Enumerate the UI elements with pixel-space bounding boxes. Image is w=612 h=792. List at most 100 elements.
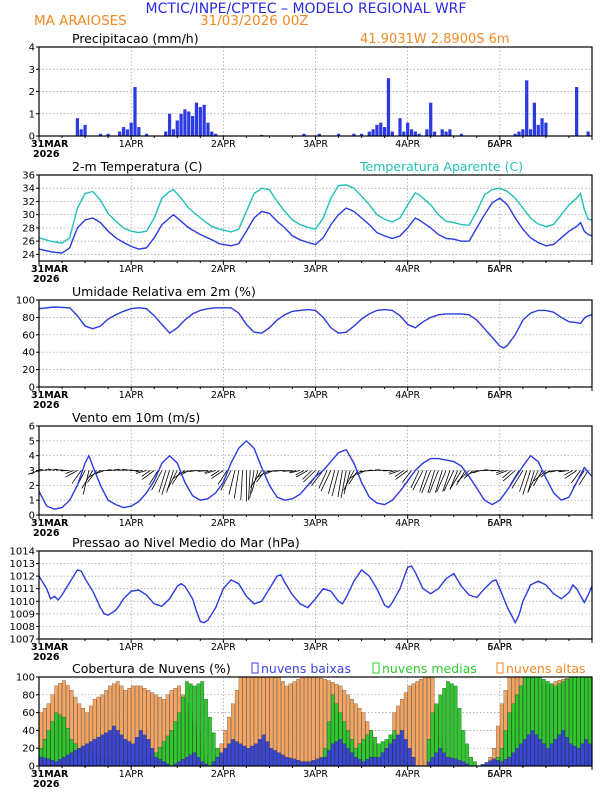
wind-arrow xyxy=(171,470,182,485)
wind-arrow xyxy=(198,470,209,472)
wind-arrow xyxy=(456,470,470,483)
precip-bar xyxy=(544,122,548,136)
location-label: MA ARAIOSES xyxy=(34,13,127,29)
cloud-low-bar xyxy=(499,761,504,767)
cloud-low-bar xyxy=(77,748,82,767)
wind-arrow xyxy=(343,470,351,495)
x-date-label: 6APR xyxy=(487,518,512,529)
cloud-low-bar xyxy=(519,743,523,767)
wind-arrow xyxy=(220,470,232,491)
cloud-mid-bar xyxy=(469,756,473,767)
cloud-low-bar xyxy=(307,761,312,767)
wind-arrow xyxy=(65,470,78,478)
cloud-mid-bar xyxy=(177,712,182,767)
x-date-label: 5APR xyxy=(487,390,512,401)
cloud-mid-bar xyxy=(50,721,55,767)
x-date-label: 5APR xyxy=(487,264,512,275)
precip-bar xyxy=(379,122,383,136)
cloud-low-bar xyxy=(142,734,147,767)
panel-border xyxy=(38,550,593,640)
cloud-low-bar xyxy=(211,761,216,767)
precip-bar xyxy=(425,129,429,136)
cloud-low-bar xyxy=(42,757,47,767)
precip-bar xyxy=(175,120,179,136)
x-date-label: 3APR xyxy=(303,264,328,275)
precip-bar xyxy=(75,118,80,136)
wind-arrow xyxy=(250,470,263,488)
y-tick-label: 4 xyxy=(29,43,35,54)
wind-arrow xyxy=(267,470,278,473)
cloud-low-bar xyxy=(453,758,458,767)
series-line-vento-em-10m xyxy=(38,439,593,510)
wind-arrow xyxy=(435,470,443,493)
x-date-label: 5APR xyxy=(487,518,512,529)
x-date-label: 2APR xyxy=(211,642,236,653)
wind-arrow xyxy=(427,470,435,494)
y-tick-label: 1007 xyxy=(10,635,35,646)
wind-arrow xyxy=(527,470,535,494)
precip-bar xyxy=(144,133,149,136)
y-tick-label: 0 xyxy=(29,383,35,394)
wind-arrow xyxy=(81,470,94,489)
precip-bar xyxy=(521,129,525,136)
x-start-label: 31MAR xyxy=(31,390,69,401)
cloud-low-bar xyxy=(181,759,185,767)
x-date-label: 3APR xyxy=(303,769,328,780)
cloud-low-bar xyxy=(100,734,105,767)
cloud-mid-bar xyxy=(457,708,462,767)
x-date-label: 6APR xyxy=(487,769,512,780)
cloud-low-bar xyxy=(250,745,254,767)
precip-bar xyxy=(164,131,168,136)
y-tick-label: 100 xyxy=(16,296,35,307)
cloud-high-bar xyxy=(423,676,427,767)
wind-arrow xyxy=(249,470,255,499)
wind-arrow xyxy=(540,470,550,478)
precip-bar xyxy=(409,129,414,136)
cloud-low-bar xyxy=(565,736,569,767)
x-date-label: 4APR xyxy=(395,390,420,401)
cloud-high-bar xyxy=(296,679,301,767)
precip-bar xyxy=(513,133,517,136)
cloud-low-bar xyxy=(403,739,408,767)
cloud-low-bar xyxy=(530,730,535,767)
cloud-low-bar xyxy=(373,756,377,767)
coords-label: 41.9031W 2.8900S 6m xyxy=(360,32,510,47)
cloud-low-bar xyxy=(392,739,397,767)
legend-low-clouds: nuvens baixas xyxy=(261,661,351,676)
y-tick-label: 1013 xyxy=(10,559,35,570)
wind-arrow xyxy=(389,470,401,475)
y-tick-label: 80 xyxy=(22,313,35,324)
cloud-low-bar xyxy=(231,739,235,767)
y-tick-label: 3 xyxy=(29,65,35,76)
cloud-low-bar xyxy=(580,743,585,767)
wind-arrow xyxy=(331,470,339,497)
cloud-low-bar xyxy=(46,758,51,767)
wind-arrow xyxy=(502,470,516,482)
precip-bar xyxy=(137,127,141,136)
cloud-mid-bar xyxy=(449,683,454,767)
panel-border xyxy=(38,425,593,516)
cloud-low-bar xyxy=(119,734,124,767)
x-date-label: 1APR xyxy=(119,390,144,401)
panel-title: 2-m Temperatura (C) xyxy=(72,159,203,174)
wind-arrow xyxy=(502,470,512,479)
wind-arrow xyxy=(158,470,167,493)
precip-bar xyxy=(129,122,133,136)
wind-arrow xyxy=(374,469,381,471)
cloud-low-bar xyxy=(342,743,347,767)
cloud-high-bar xyxy=(304,676,308,767)
cloud-low-bar xyxy=(85,743,89,767)
precip-bar xyxy=(210,131,214,136)
cloud-mid-bar xyxy=(204,699,208,767)
x-year-label: 2026 xyxy=(33,400,60,411)
precip-bar xyxy=(125,129,129,136)
precip-bar xyxy=(214,133,218,136)
legend-low-clouds-box xyxy=(251,662,259,674)
precip-bar xyxy=(133,87,137,136)
wind-arrow xyxy=(295,470,305,476)
y-tick-label: 32 xyxy=(22,197,35,208)
precip-bar xyxy=(386,78,391,136)
x-year-label: 2026 xyxy=(33,779,60,790)
cloud-low-bar xyxy=(227,743,231,767)
